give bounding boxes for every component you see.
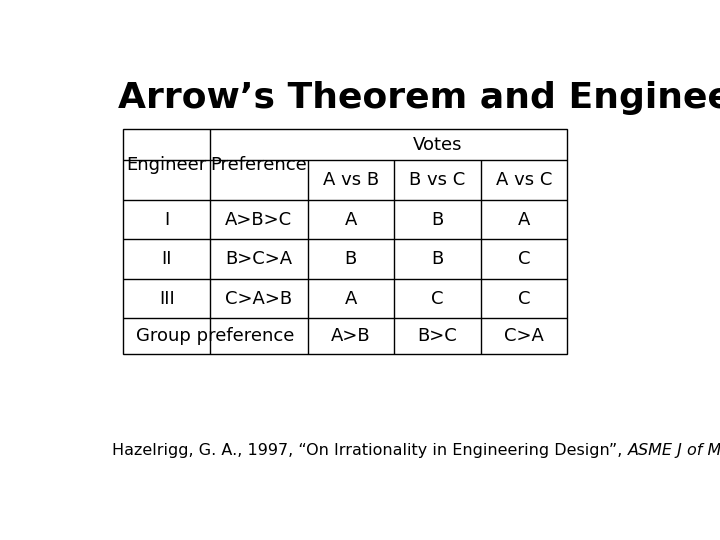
Text: B>C>A: B>C>A	[225, 250, 292, 268]
Text: B vs C: B vs C	[409, 171, 466, 189]
Text: B: B	[431, 250, 444, 268]
Text: C: C	[431, 289, 444, 308]
Text: A vs B: A vs B	[323, 171, 379, 189]
Text: A: A	[345, 211, 357, 228]
Text: A>B: A>B	[331, 327, 371, 345]
Text: Hazelrigg, G. A., 1997, “On Irrationality in Engineering Design”,: Hazelrigg, G. A., 1997, “On Irrationalit…	[112, 443, 628, 458]
Text: A: A	[345, 289, 357, 308]
Text: Engineer: Engineer	[127, 156, 207, 173]
Text: B: B	[431, 211, 444, 228]
Text: Arrow’s Theorem and Engineering: Arrow’s Theorem and Engineering	[118, 82, 720, 116]
Text: A vs C: A vs C	[495, 171, 552, 189]
Text: C: C	[518, 289, 530, 308]
Text: C>A>B: C>A>B	[225, 289, 292, 308]
Text: III: III	[159, 289, 175, 308]
Text: Group preference: Group preference	[136, 327, 294, 345]
Text: B>C: B>C	[418, 327, 457, 345]
Text: A: A	[518, 211, 530, 228]
Text: C>A: C>A	[504, 327, 544, 345]
Text: Votes: Votes	[413, 136, 462, 154]
Text: A>B>C: A>B>C	[225, 211, 292, 228]
Text: ASME J of Mech Des: ASME J of Mech Des	[628, 443, 720, 458]
Text: I: I	[164, 211, 169, 228]
Text: II: II	[161, 250, 172, 268]
Text: Preference: Preference	[210, 156, 307, 173]
Text: C: C	[518, 250, 530, 268]
Text: B: B	[345, 250, 357, 268]
